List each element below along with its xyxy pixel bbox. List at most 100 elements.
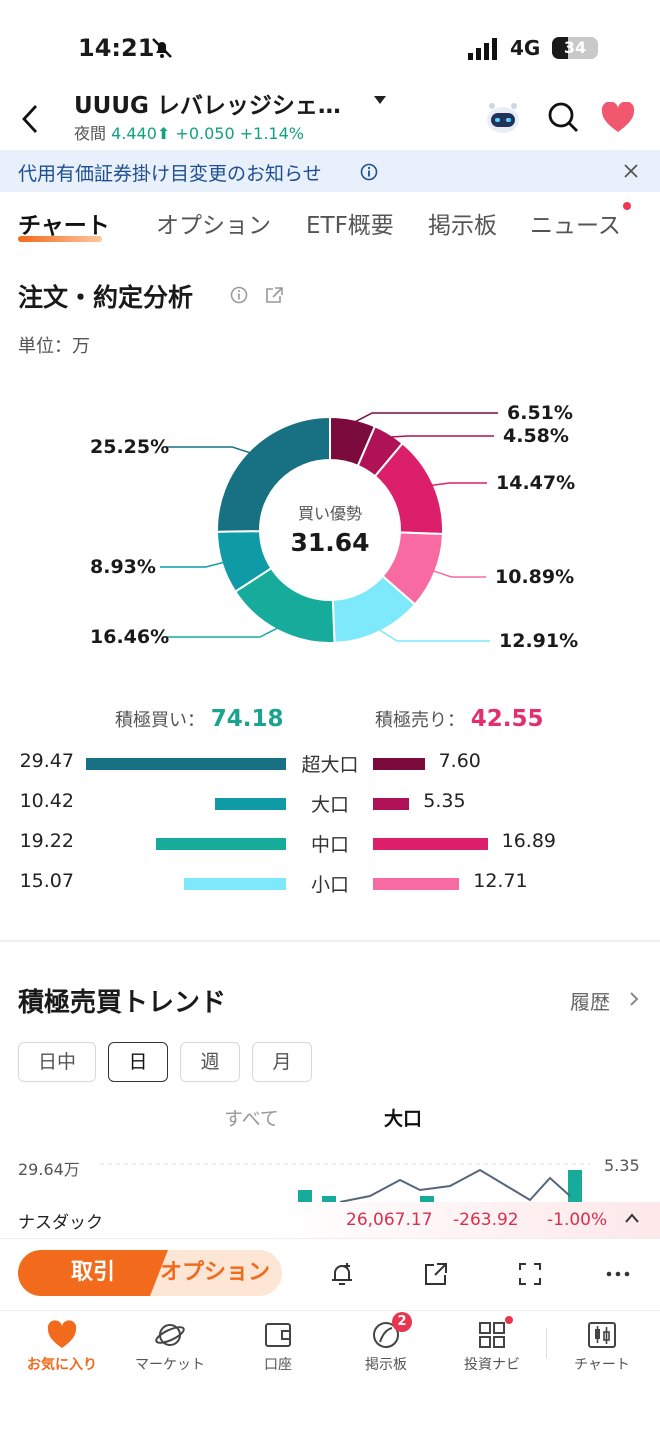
period-intraday[interactable]: 日中: [18, 1042, 96, 1082]
notice-text[interactable]: 代用有価証券掛け目変更のお知らせ: [18, 163, 322, 185]
sell-bar: [373, 838, 488, 850]
buy-bar: [155, 838, 286, 850]
tabbar-market[interactable]: マーケット: [120, 1320, 220, 1374]
tab-options[interactable]: オプション: [156, 213, 271, 239]
board-badge: 2: [392, 1312, 412, 1332]
board-icon: [373, 1322, 399, 1348]
unit-label: 単位：万: [18, 336, 90, 357]
price-change: +0.050: [175, 124, 235, 143]
category-label: 中口: [310, 834, 349, 856]
chevron-up-icon[interactable]: [624, 1212, 640, 1224]
notice-banner[interactable]: [0, 150, 660, 192]
leader-line: [160, 561, 226, 568]
info-icon[interactable]: [230, 286, 248, 304]
info-icon[interactable]: [360, 163, 378, 181]
sell-bar: [373, 758, 425, 770]
buy-value: 29.47: [19, 750, 74, 772]
bottom-tab-bar: [0, 1310, 660, 1435]
tabbar-label: お気に入り: [27, 1357, 97, 1373]
leader-line: [431, 569, 486, 578]
up-arrow-icon: ⬆: [156, 124, 171, 143]
caret-down-icon[interactable]: [372, 94, 388, 106]
trend-bar: [322, 1196, 336, 1202]
battery-icon: 34: [552, 37, 598, 59]
sell-value: 12.71: [473, 870, 528, 892]
center-value: 31.64: [290, 528, 370, 557]
period-month[interactable]: 月: [252, 1042, 312, 1082]
leader-line: [376, 627, 490, 642]
leader-line: [166, 626, 281, 638]
segment-pct-label: 4.58%: [503, 425, 569, 447]
grid-icon: [479, 1322, 505, 1348]
price-line: 夜間 4.440⬆ +0.050 +1.14%: [74, 120, 304, 144]
donut-segment: [216, 415, 331, 533]
ai-robot-icon[interactable]: [482, 98, 524, 138]
tabbar-account[interactable]: 口座: [228, 1320, 328, 1374]
category-label: 小口: [310, 874, 349, 896]
tabbar-label: 口座: [264, 1357, 292, 1373]
subtab-all[interactable]: すべて: [224, 1108, 279, 1130]
subtab-large[interactable]: 大口: [384, 1108, 423, 1130]
share-icon[interactable]: [264, 286, 284, 304]
trade-button[interactable]: 取引: [18, 1250, 168, 1296]
tabbar-navi[interactable]: 投資ナビ: [442, 1320, 542, 1374]
tabbar-label: チャート: [574, 1357, 630, 1373]
index-ticker[interactable]: [0, 1202, 660, 1238]
stock-title[interactable]: UUUG レバレッジシェ…: [74, 93, 341, 119]
more-icon[interactable]: [604, 1260, 632, 1288]
navi-notification-dot: [505, 1316, 513, 1324]
history-link[interactable]: 履歴: [570, 990, 610, 1014]
alert-bell-icon[interactable]: [328, 1260, 356, 1288]
tabbar-board[interactable]: 掲示板: [336, 1320, 436, 1374]
segment-pct-label: 10.89%: [495, 566, 575, 588]
buy-value: 15.07: [19, 870, 74, 892]
candlestick-icon: [588, 1322, 616, 1348]
tab-etf-overview[interactable]: ETF概要: [306, 213, 394, 239]
search-icon[interactable]: [546, 100, 580, 134]
tab-bar: チャート オプション ETF概要 掲示板 ニュース: [0, 196, 660, 252]
leader-line: [387, 435, 494, 438]
option-button[interactable]: オプション: [140, 1250, 282, 1296]
index-value: 26,067.17: [346, 1210, 433, 1230]
axis-right-label: 5.35: [604, 1156, 640, 1175]
period-day[interactable]: 日: [108, 1042, 168, 1082]
fullscreen-icon[interactable]: [516, 1260, 544, 1288]
favorite-heart-icon[interactable]: [600, 102, 636, 134]
chevron-right-icon[interactable]: [628, 990, 640, 1008]
active-tab-underline: [18, 236, 102, 242]
segment-pct-label: 14.47%: [496, 472, 576, 494]
tab-board[interactable]: 掲示板: [428, 213, 497, 239]
back-icon[interactable]: [16, 102, 44, 136]
tabbar-favorites[interactable]: お気に入り: [12, 1320, 112, 1374]
flow-row: 15.07 小口 12.71: [0, 870, 660, 910]
category-label: 超大口: [301, 754, 359, 776]
share-icon[interactable]: [422, 1260, 450, 1288]
section-divider: [0, 940, 660, 942]
buy-value: 10.42: [19, 790, 74, 812]
close-icon[interactable]: [622, 162, 640, 180]
tabbar-label: マーケット: [135, 1357, 205, 1373]
period-week[interactable]: 週: [180, 1042, 240, 1082]
wallet-icon: [265, 1323, 291, 1347]
category-label: 大口: [310, 794, 349, 816]
flow-row: 29.47 超大口 7.60: [0, 750, 660, 790]
trend-mini-chart: [100, 1163, 590, 1202]
donut-svg: [160, 412, 498, 644]
price: 4.440: [111, 124, 157, 143]
sell-total: 積極売り： 42.55: [375, 706, 544, 732]
sell-bar: [373, 798, 410, 810]
buy-bar: [86, 758, 286, 770]
sell-bar: [373, 878, 460, 890]
leader-line: [351, 412, 498, 424]
center-label: 買い優勢: [297, 504, 362, 523]
tab-chart[interactable]: チャート: [18, 213, 110, 239]
buy-bar: [215, 798, 286, 810]
planet-icon: [155, 1324, 185, 1346]
sell-value: 5.35: [423, 790, 466, 812]
index-name[interactable]: ナスダック: [18, 1213, 103, 1233]
price-change-pct: +1.14%: [239, 124, 304, 143]
order-donut-chart: 6.51% 4.58% 14.47% 10.89% 12.91% 16.46% …: [0, 390, 660, 670]
trend-bar: [420, 1196, 434, 1202]
tabbar-chart[interactable]: チャート: [552, 1320, 652, 1374]
tab-news[interactable]: ニュース: [530, 213, 621, 239]
